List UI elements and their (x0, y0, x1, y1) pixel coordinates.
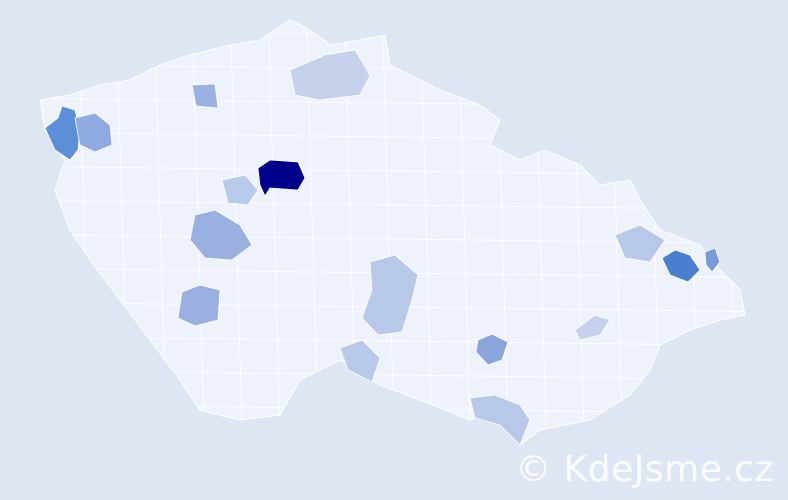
district-border (40, 437, 745, 445)
district-border (723, 20, 739, 445)
district-border (40, 403, 745, 415)
district-central-west[interactable] (189, 209, 253, 261)
district-east-moravia[interactable] (574, 314, 611, 341)
district-south-moravia-border[interactable] (469, 394, 531, 446)
district-north-central[interactable] (289, 49, 371, 101)
district-northwest-adjacent[interactable] (74, 112, 113, 153)
district-border (40, 20, 55, 445)
district-central-highlands[interactable] (361, 254, 419, 336)
district-south-west[interactable] (177, 284, 221, 327)
district-prague-region[interactable] (257, 159, 306, 197)
district-south-moravia[interactable] (475, 333, 509, 366)
district-northeast-small[interactable] (704, 247, 721, 273)
district-border (40, 29, 745, 41)
district-northeast-region[interactable] (661, 249, 701, 283)
district-near-prague-west[interactable] (221, 174, 259, 206)
district-east-central[interactable] (614, 224, 666, 263)
watermark: © KdeJsme.cz (515, 449, 774, 490)
district-north-small[interactable] (191, 83, 219, 109)
district-south-border[interactable] (339, 339, 381, 383)
